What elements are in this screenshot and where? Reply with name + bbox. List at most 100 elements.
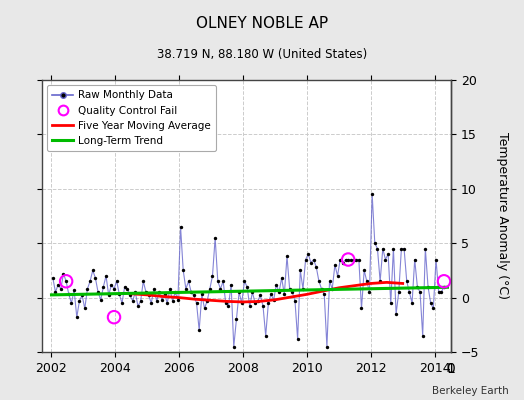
Point [121,284,129,290]
Point [400,246,408,252]
Point [243,284,252,290]
Point [184,278,193,284]
Point [341,256,350,263]
Point [307,260,315,266]
Point [301,256,310,263]
Point [110,286,118,292]
Point [147,300,156,306]
Point [413,284,422,290]
Point [142,289,150,295]
Point [110,314,118,320]
Point [205,286,214,292]
Point [440,284,448,290]
Point [331,262,339,268]
Point [360,267,368,274]
Point [222,300,230,306]
Point [291,298,299,304]
Point [216,286,225,292]
Point [163,300,171,306]
Point [437,289,445,295]
Point [94,289,102,295]
Point [232,316,241,322]
Point [424,284,432,290]
Point [355,256,363,263]
Point [230,343,238,350]
Point [113,278,121,284]
Point [405,289,413,295]
Point [187,289,195,295]
Point [81,305,89,312]
Text: 38.719 N, 88.180 W (United States): 38.719 N, 88.180 W (United States) [157,48,367,61]
Point [264,300,272,306]
Point [192,300,201,306]
Point [246,303,254,310]
Point [136,298,145,304]
Point [203,298,211,304]
Point [67,300,75,306]
Point [126,292,134,299]
Point [145,292,153,299]
Point [432,256,440,263]
Point [118,300,126,306]
Point [288,289,297,295]
Point [421,246,430,252]
Point [158,296,166,303]
Point [419,332,427,339]
Point [333,273,342,279]
Point [150,286,158,292]
Point [344,256,353,263]
Point [237,300,246,306]
Point [272,281,280,288]
Point [160,291,169,298]
Point [379,246,387,252]
Point [275,289,283,295]
Point [315,278,323,284]
Point [54,281,62,288]
Point [256,292,265,299]
Point [357,305,366,312]
Point [328,286,336,292]
Point [115,291,124,298]
Point [51,289,60,295]
Point [166,286,174,292]
Point [267,291,275,298]
Point [304,251,312,257]
Point [440,278,448,284]
Point [131,289,139,295]
Point [171,289,179,295]
Point [286,286,294,292]
Point [397,246,406,252]
Point [179,267,188,274]
Point [416,289,424,295]
Point [107,281,116,288]
Point [134,303,142,310]
Point [283,253,291,260]
Point [402,278,411,284]
Point [91,275,100,281]
Point [59,270,68,277]
Point [102,273,110,279]
Point [318,286,326,292]
Point [269,296,278,303]
Point [296,267,304,274]
Point [155,289,163,295]
Point [395,289,403,295]
Point [309,256,318,263]
Point [123,286,132,292]
Point [434,289,443,295]
Point [173,296,182,303]
Point [376,278,384,284]
Point [347,256,355,263]
Point [339,260,347,266]
Point [96,296,105,303]
Point [73,314,81,320]
Point [384,251,392,257]
Point [248,289,257,295]
Point [293,336,302,342]
Point [200,305,209,312]
Point [214,278,222,284]
Point [168,298,177,304]
Point [227,281,235,288]
Point [259,303,267,310]
Point [182,286,190,292]
